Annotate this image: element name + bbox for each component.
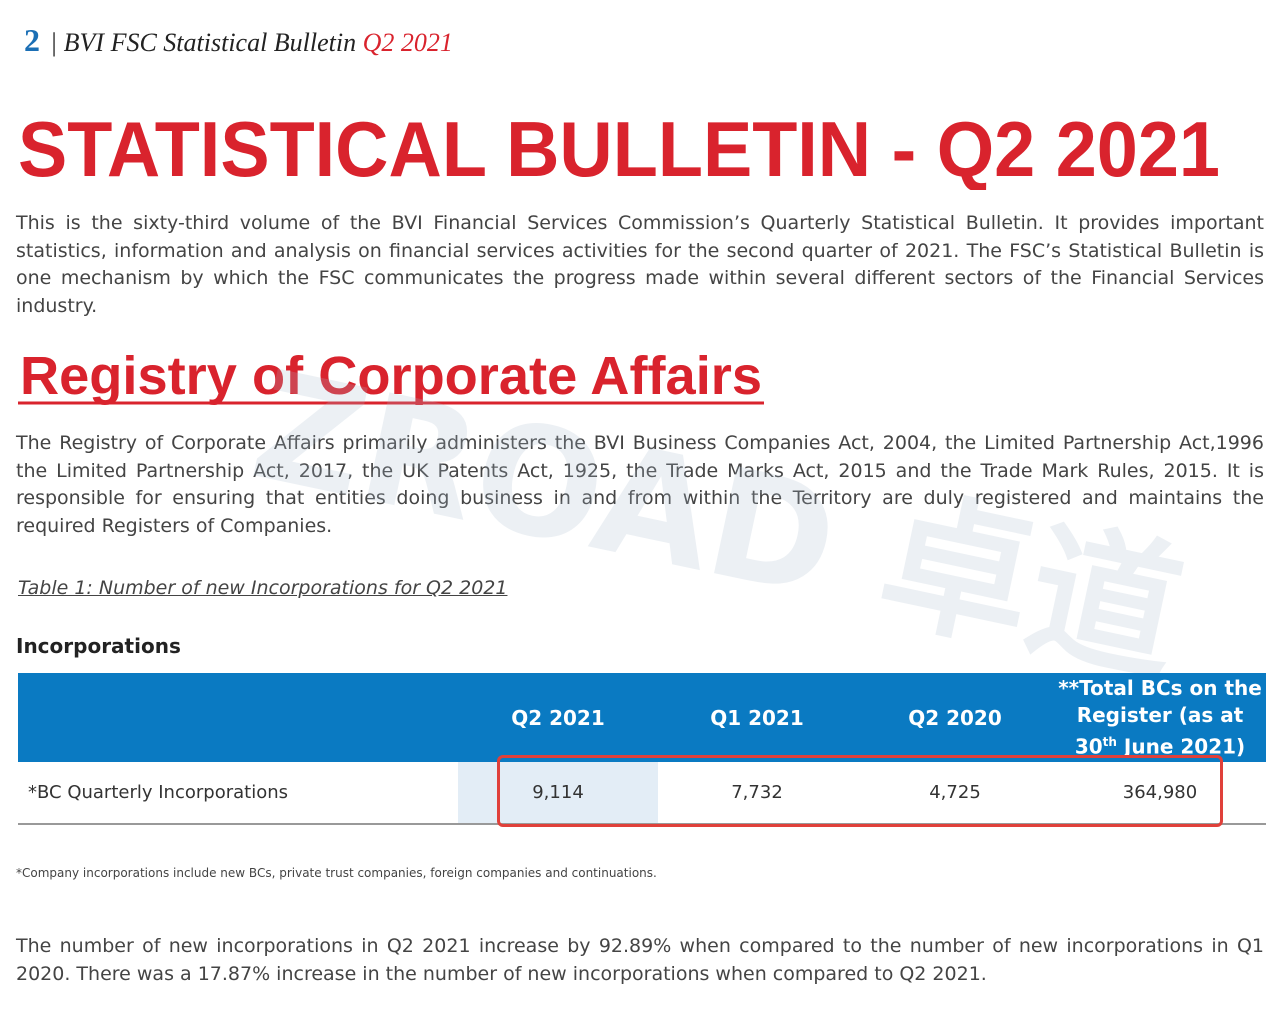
page-header: 2 | BVI FSC Statistical Bulletin Q2 2021 [24, 22, 453, 59]
cell: 9,114 [458, 762, 658, 825]
title-box: STATISTICAL BULLETIN - Q2 2021 [18, 105, 1220, 190]
conclusion: The number of new incorporations in Q2 2… [16, 935, 1264, 985]
title: STATISTICAL BULLETIN - Q2 2021 [18, 105, 1220, 190]
data-row: *BC Quarterly Incorporations 9,114 7,732… [18, 762, 1266, 825]
column-header: Q2 2021 [458, 673, 658, 762]
header-part: June 2021) [1116, 734, 1246, 759]
column-header: Q2 2020 [856, 673, 1054, 762]
header-part: **Total BCs on the Register (as at 30 [1058, 675, 1262, 759]
section-heading-box: Registry of Corporate Affairs [18, 346, 764, 406]
highlight-box [497, 755, 1223, 827]
section-heading: Registry of Corporate Affairs [20, 346, 762, 406]
header-part: th [1102, 734, 1117, 749]
cell: 4,725 [856, 762, 1054, 825]
period: Q2 2021 [362, 28, 453, 57]
cell: 364,980 [1054, 762, 1266, 825]
footnote: *Company incorporations include new BCs,… [16, 866, 657, 880]
header-row: Q2 2021 Q1 2021 Q2 2020 **Total BCs on t… [18, 673, 1266, 762]
publication: BVI FSC Statistical Bulletin [63, 28, 357, 57]
column-header: Q1 2021 [658, 673, 856, 762]
cell: 7,732 [658, 762, 856, 825]
column-header: **Total BCs on the Register (as at 30th … [1054, 673, 1266, 762]
separator: | [50, 28, 58, 57]
table-label: Incorporations [16, 634, 181, 658]
empty-header [18, 673, 458, 762]
table-caption: Table 1: Number of new Incorporations fo… [18, 577, 508, 599]
row-label: *BC Quarterly Incorporations [18, 762, 458, 825]
table: Q2 2021 Q1 2021 Q2 2020 **Total BCs on t… [18, 673, 1266, 825]
page-number: 2 [24, 22, 40, 58]
intro: This is the sixty-third volume of the BV… [16, 212, 1264, 317]
section-text: The Registry of Corporate Affairs primar… [16, 432, 1264, 537]
